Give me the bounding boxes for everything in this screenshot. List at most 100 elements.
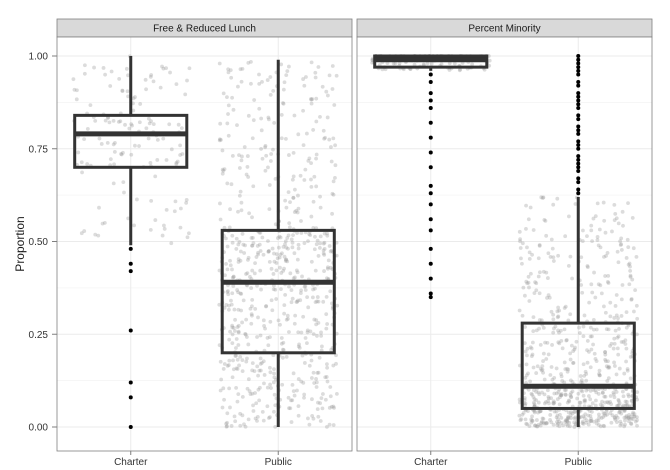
jitter-point — [295, 257, 300, 262]
jitter-point — [276, 245, 281, 250]
jitter-point — [333, 163, 338, 168]
jitter-point — [545, 388, 550, 393]
jitter-point — [292, 321, 297, 326]
jitter-point — [565, 400, 570, 405]
jitter-point — [604, 254, 608, 258]
jitter-point — [562, 306, 567, 310]
jitter-point — [606, 400, 611, 405]
jitter-point — [532, 410, 537, 415]
jitter-point — [603, 274, 608, 278]
jitter-point — [316, 400, 320, 405]
jitter-point — [309, 184, 314, 189]
jitter-point — [568, 254, 573, 259]
jitter-point — [80, 170, 84, 175]
jitter-point — [629, 422, 634, 426]
jitter-point — [295, 210, 300, 215]
jitter-point — [528, 205, 533, 210]
jitter-point — [526, 371, 530, 376]
jitter-point — [578, 400, 583, 405]
jitter-point — [584, 378, 589, 383]
jitter-point — [585, 264, 590, 268]
jitter-point — [545, 421, 550, 425]
jitter-point — [602, 424, 607, 429]
jitter-point — [621, 340, 626, 344]
jitter-point — [623, 342, 628, 346]
jitter-point — [571, 361, 575, 365]
jitter-point — [621, 223, 625, 228]
jitter-point — [230, 323, 235, 328]
jitter-point — [172, 209, 177, 214]
jitter-point — [131, 96, 136, 101]
jitter-point — [230, 240, 235, 245]
jitter-point — [311, 370, 316, 375]
jitter-point — [284, 317, 289, 322]
jitter-point — [285, 69, 290, 74]
jitter-point — [523, 417, 528, 422]
jitter-point — [623, 399, 628, 404]
jitter-point — [289, 420, 294, 424]
jitter-point — [325, 115, 330, 120]
jitter-point — [316, 414, 321, 419]
jitter-point — [266, 165, 270, 170]
outlier-point — [576, 124, 581, 129]
jitter-point — [289, 398, 293, 403]
jitter-point — [624, 403, 629, 408]
jitter-point — [617, 401, 622, 406]
jitter-point — [625, 367, 630, 371]
jitter-point — [107, 120, 112, 125]
jitter-point — [283, 242, 287, 247]
jitter-point — [232, 307, 237, 312]
jitter-point — [248, 274, 252, 279]
jitter-point — [253, 306, 258, 311]
jitter-point — [287, 284, 291, 289]
outlier-point — [428, 98, 433, 103]
jitter-point — [606, 376, 611, 381]
jitter-point — [577, 325, 581, 330]
jitter-point — [102, 221, 107, 225]
jitter-point — [218, 201, 222, 206]
jitter-point — [584, 420, 589, 425]
jitter-point — [237, 153, 241, 158]
jitter-point — [92, 65, 96, 70]
outlier-point — [128, 261, 133, 266]
jitter-point — [285, 236, 290, 240]
jitter-point — [525, 353, 529, 358]
jitter-point — [314, 322, 319, 327]
jitter-point — [608, 411, 613, 416]
jitter-point — [260, 79, 264, 84]
jitter-point — [296, 377, 301, 381]
jitter-point — [542, 401, 547, 406]
jitter-point — [317, 355, 322, 360]
jitter-point — [248, 306, 253, 311]
jitter-point — [599, 416, 604, 420]
jitter-point — [75, 88, 79, 93]
jitter-point — [224, 261, 228, 266]
jitter-point — [225, 290, 230, 294]
jitter-point — [310, 413, 315, 418]
jitter-point — [130, 123, 134, 128]
jitter-point — [624, 325, 629, 330]
jitter-point — [328, 249, 333, 254]
jitter-point — [235, 325, 240, 329]
jitter-point — [239, 200, 244, 205]
jitter-point — [565, 420, 570, 424]
jitter-point — [226, 363, 231, 367]
jitter-point — [301, 77, 306, 81]
jitter-point — [126, 216, 131, 221]
jitter-point — [306, 416, 310, 421]
jitter-point — [264, 304, 269, 308]
jitter-point — [603, 350, 607, 355]
jitter-point — [217, 137, 222, 142]
jitter-point — [116, 119, 121, 124]
jitter-point — [517, 413, 522, 418]
jitter-point — [584, 418, 589, 423]
jitter-point — [604, 359, 608, 364]
jitter-point — [532, 402, 537, 407]
jitter-point — [590, 409, 594, 414]
jitter-point — [296, 193, 300, 198]
jitter-point — [603, 400, 608, 405]
jitter-point — [225, 267, 230, 272]
jitter-point — [226, 112, 230, 116]
jitter-point — [519, 417, 524, 422]
outlier-point — [428, 120, 433, 125]
